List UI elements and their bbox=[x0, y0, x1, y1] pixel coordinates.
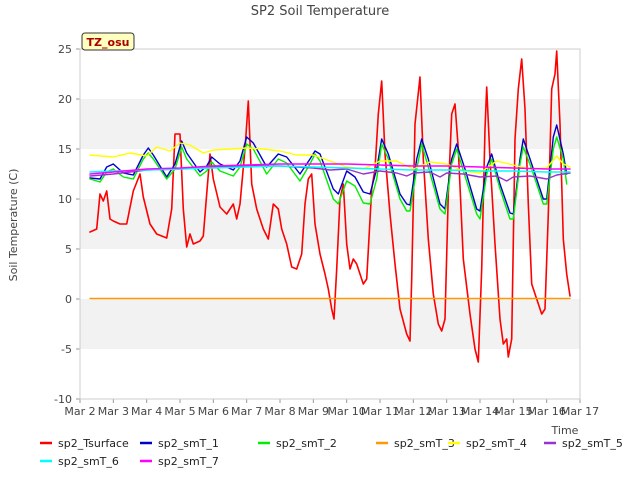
y-tick-label: 25 bbox=[58, 43, 72, 56]
series-line-sp2-Tsurface bbox=[89, 50, 571, 363]
x-tick-label: Mar 13 bbox=[428, 405, 466, 418]
y-tick-label: 10 bbox=[58, 193, 72, 206]
series-line-sp2-smT-7 bbox=[89, 163, 571, 175]
x-tick-label: Mar 9 bbox=[298, 405, 329, 418]
grid-band bbox=[80, 299, 580, 349]
legend: sp2_Tsurface sp2_smT_1 sp2_smT_2 sp2_smT_3 s… bbox=[40, 437, 623, 468]
x-tick-label: Mar 7 bbox=[231, 405, 262, 418]
legend-label: sp2_smT_1 bbox=[158, 437, 219, 450]
x-tick-label: Mar 8 bbox=[264, 405, 295, 418]
x-tick-label: Mar 12 bbox=[394, 405, 432, 418]
x-tick-label: Mar 16 bbox=[528, 405, 566, 418]
series-line-sp2-smT-5 bbox=[89, 165, 571, 182]
series-line-sp2-smT-4 bbox=[89, 142, 571, 174]
y-tick-label: 5 bbox=[65, 243, 72, 256]
y-tick-label: 0 bbox=[65, 293, 72, 306]
x-tick-label: Mar 6 bbox=[198, 405, 229, 418]
tz-badge-box bbox=[81, 32, 135, 51]
plot-frame bbox=[79, 48, 581, 400]
x-tick-label: Mar 10 bbox=[328, 405, 366, 418]
x-tick-label: Mar 17 bbox=[561, 405, 599, 418]
series-line-sp2-smT-1 bbox=[89, 124, 568, 215]
x-tick-label: Mar 2 bbox=[64, 405, 95, 418]
legend-label: sp2_smT_4 bbox=[466, 437, 527, 450]
legend-label: sp2_Tsurface bbox=[58, 437, 129, 450]
x-tick-label: Mar 5 bbox=[164, 405, 195, 418]
legend-label: sp2_smT_6 bbox=[58, 455, 119, 468]
x-tick-label: Mar 15 bbox=[494, 405, 532, 418]
x-axis-ticks: Mar 2 Mar 3 Mar 4 Mar 5 Mar 6 Mar 7 Mar 8 Mar 9… bbox=[64, 399, 599, 418]
x-tick-label: Mar 4 bbox=[131, 405, 162, 418]
y-tick-label: -10 bbox=[54, 393, 72, 406]
tz-badge-text: TZ_osu bbox=[87, 36, 130, 49]
x-tick-label: Mar 3 bbox=[98, 405, 129, 418]
legend-label: sp2_smT_7 bbox=[158, 455, 219, 468]
y-tick-label: 15 bbox=[58, 143, 72, 156]
grid-band bbox=[80, 99, 580, 149]
legend-label: sp2_smT_5 bbox=[562, 437, 623, 450]
y-tick-label: -5 bbox=[61, 343, 72, 356]
chart-title: SP2 Soil Temperature bbox=[251, 4, 389, 19]
y-axis-label: Soil Temperature (C) bbox=[7, 169, 20, 282]
x-tick-label: Mar 11 bbox=[361, 405, 399, 418]
x-tick-label: Mar 14 bbox=[461, 405, 499, 418]
y-tick-label: 20 bbox=[58, 93, 72, 106]
legend-label: sp2_smT_2 bbox=[276, 437, 337, 450]
x-axis-label: Time bbox=[551, 424, 579, 437]
y-axis-ticks: -10 -5 0 5 10 15 20 25 bbox=[54, 43, 80, 406]
tz-badge: TZ_osu bbox=[81, 32, 135, 51]
grid-band bbox=[80, 199, 580, 249]
series-lines bbox=[89, 50, 571, 363]
grid-bands bbox=[80, 99, 580, 349]
series-line-sp2-smT-2 bbox=[89, 136, 568, 220]
series-line-sp2-smT-6 bbox=[89, 165, 571, 173]
legend-label: sp2_smT_3 bbox=[394, 437, 455, 450]
